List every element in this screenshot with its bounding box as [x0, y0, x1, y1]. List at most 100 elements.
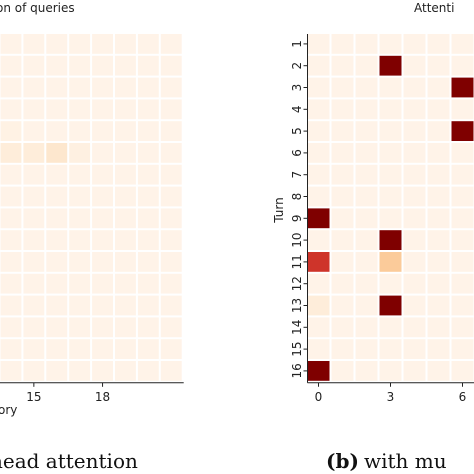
left-heatmap-cell [46, 77, 68, 98]
left-heatmap-cell [69, 208, 91, 229]
left-heatmap-cell [46, 273, 68, 294]
left-heatmap-cell [0, 230, 22, 250]
left-heatmap-cell [137, 317, 159, 338]
right-heatmap-cell [307, 55, 330, 76]
right-heatmap-cell [427, 317, 450, 338]
right-heatmap-cell [403, 273, 426, 294]
right-heatmap-cell [451, 230, 474, 250]
left-heatmap-cell [0, 186, 22, 207]
right-heatmap-cell [355, 252, 378, 272]
left-heatmap-cell [115, 99, 136, 120]
left-heatmap-cell [137, 77, 159, 98]
left-heatmap-panel: 121518 [0, 34, 184, 404]
left-heatmap-cell [0, 252, 22, 272]
right-heatmap-cell [379, 34, 402, 54]
right-heatmap-cell [355, 77, 378, 98]
left-heatmap-cell [46, 361, 68, 381]
right-heatmap-cell [427, 55, 450, 76]
right-heatmap-cell [331, 77, 354, 98]
right-heatmap-cell [379, 273, 402, 294]
right-heatmap-cell [379, 77, 402, 98]
left-heatmap-cell [23, 317, 45, 338]
right-heatmap-cell [451, 252, 474, 272]
left-heatmap-cell [115, 208, 136, 229]
right-y-tick-label: 16 [290, 363, 304, 378]
right-y-tick-label: 5 [290, 127, 304, 135]
right-heatmap-cell [331, 317, 354, 338]
left-heatmap-cell [69, 34, 91, 54]
left-heatmap-cell [23, 77, 45, 98]
left-heatmap-cell [46, 34, 68, 54]
right-heatmap-cell [451, 361, 474, 381]
left-heatmap-cell [0, 121, 22, 141]
right-heatmap-cell [379, 55, 402, 76]
left-heatmap-cell [46, 121, 68, 141]
left-heatmap-cell [23, 208, 45, 229]
left-heatmap-cell [92, 339, 113, 359]
right-heatmap-cell [427, 164, 450, 185]
left-heatmap-cell [69, 143, 91, 163]
right-caption-text: with mu [364, 449, 447, 473]
right-heatmap-cell [451, 34, 474, 54]
right-heatmap-cell [451, 295, 474, 316]
left-heatmap-cell [69, 77, 91, 98]
left-heatmap-cell [23, 34, 45, 54]
left-heatmap-cell [160, 208, 182, 229]
right-y-tick-label: 9 [290, 214, 304, 222]
right-heatmap-cell [427, 34, 450, 54]
right-heatmap-cell [451, 99, 474, 120]
right-heatmap-cell [355, 361, 378, 381]
left-heatmap-cell [115, 339, 136, 359]
left-heatmap-cell [115, 34, 136, 54]
left-heatmap-cell [115, 164, 136, 185]
right-heatmap-cell [403, 143, 426, 163]
right-heatmap-cell [331, 361, 354, 381]
left-heatmap-cell [160, 252, 182, 272]
left-heatmap-cell [23, 143, 45, 163]
left-heatmap-cell [115, 186, 136, 207]
left-caption: head attention [0, 449, 138, 473]
left-heatmap-cell [92, 34, 113, 54]
right-heatmap-cell [307, 317, 330, 338]
left-heatmap-cell [160, 186, 182, 207]
left-heatmap-cell [115, 121, 136, 141]
right-heatmap-cell [355, 55, 378, 76]
right-heatmap-cell [355, 295, 378, 316]
right-heatmap-cell [307, 77, 330, 98]
left-heatmap-cell [46, 208, 68, 229]
right-heatmap-cell [307, 208, 330, 229]
left-heatmap-cell [46, 252, 68, 272]
right-heatmap-cell [427, 252, 450, 272]
left-heatmap-cell [0, 77, 22, 98]
right-heatmap-cell [307, 295, 330, 316]
right-y-tick-label: 10 [290, 232, 304, 247]
left-heatmap-cell [137, 34, 159, 54]
right-heatmap-cell [355, 208, 378, 229]
left-heatmap-cell [160, 273, 182, 294]
left-heatmap-cell [92, 55, 113, 76]
left-heatmap-cell [46, 295, 68, 316]
left-heatmap-cell [115, 317, 136, 338]
left-heatmap-cell [160, 339, 182, 359]
left-heatmap-cell [0, 34, 22, 54]
left-heatmap-cell [0, 164, 22, 185]
right-heatmap-cell [403, 164, 426, 185]
right-heatmap-cell [331, 295, 354, 316]
right-heatmap-cell [355, 99, 378, 120]
right-heatmap-cell [403, 252, 426, 272]
right-y-tick-label: 1 [290, 40, 304, 48]
right-heatmap-cell [307, 273, 330, 294]
right-y-tick-label: 4 [290, 105, 304, 113]
right-heatmap-cell [403, 121, 426, 141]
right-heatmap-cell [451, 273, 474, 294]
right-caption-label: (b) [326, 449, 359, 473]
left-heatmap-cell [69, 317, 91, 338]
right-heatmap-cell [331, 34, 354, 54]
left-heatmap-cell [23, 361, 45, 381]
right-y-tick-label: 7 [290, 171, 304, 179]
right-heatmap-cell [403, 186, 426, 207]
right-heatmap-cell [355, 34, 378, 54]
right-heatmap-cell [403, 208, 426, 229]
right-heatmap-cell [307, 252, 330, 272]
right-y-tick-label: 13 [290, 298, 304, 313]
